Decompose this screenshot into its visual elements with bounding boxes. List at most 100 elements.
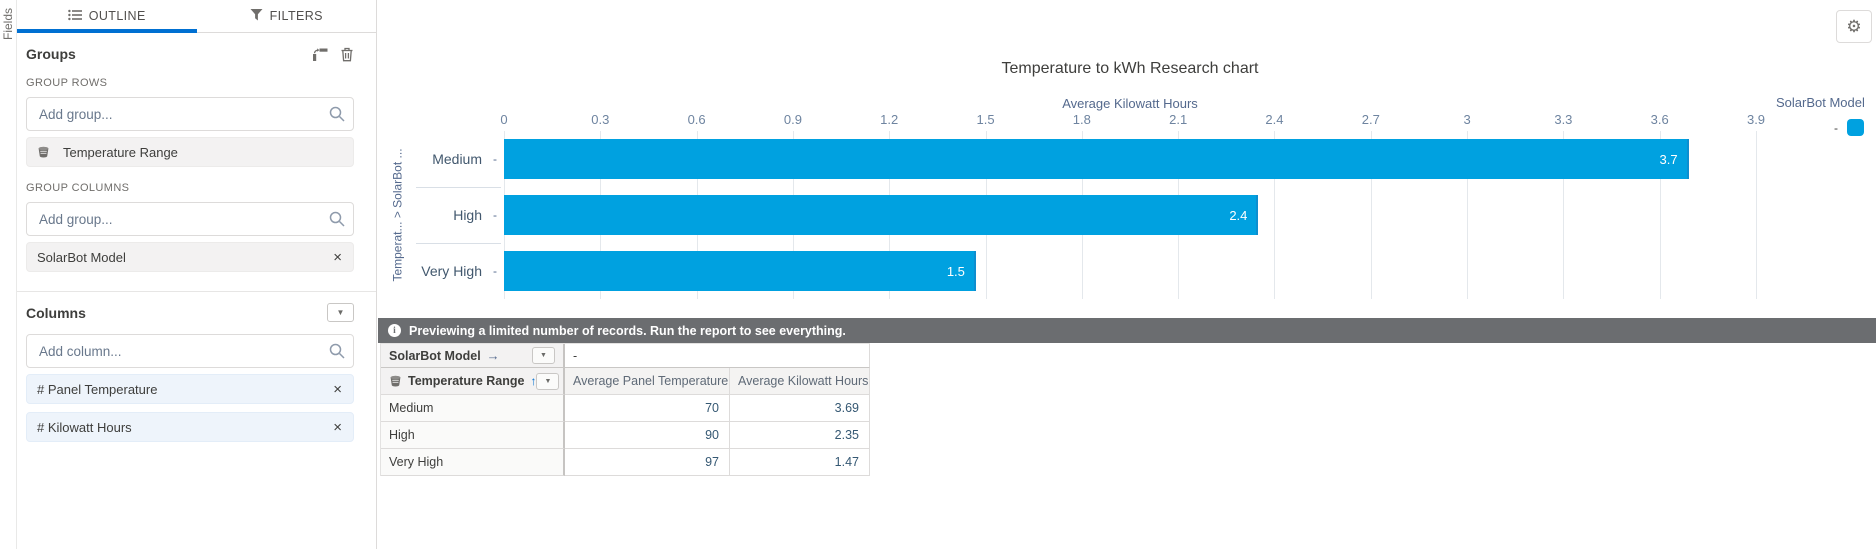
category-sublabel: - — [493, 208, 497, 222]
category-separator — [416, 187, 501, 188]
category-axis: Medium - High - Very High - — [378, 131, 504, 299]
remove-icon[interactable]: × — [333, 418, 342, 436]
gridline — [1370, 131, 1372, 299]
table-value-cell: 97 — [565, 449, 730, 476]
chart-title: Temperature to kWh Research chart — [1001, 60, 1259, 77]
tab-outline[interactable]: OUTLINE — [17, 0, 197, 33]
x-tick-label: 3 — [1463, 112, 1471, 127]
column-pill-label: # Kilowatt Hours — [37, 419, 132, 435]
gear-icon: ⚙ — [1846, 16, 1862, 36]
x-tick-label: 0.9 — [783, 112, 802, 127]
legend-entry[interactable]: - — [1776, 119, 1864, 136]
table-row-label-cell: Very High — [381, 449, 565, 476]
outline-sidebar: OUTLINE FILTERS Groups GROUP ROWS — [17, 0, 377, 549]
add-group-columns-input[interactable] — [26, 202, 354, 236]
category-label: High — [453, 207, 482, 223]
table-value-cell: 1.47 — [730, 449, 870, 476]
gridline — [1274, 131, 1276, 299]
x-tick-label: 2.4 — [1265, 112, 1284, 127]
bar-high[interactable]: 2.4 — [504, 195, 1259, 235]
x-tick-label: 3.6 — [1650, 112, 1669, 127]
gridline — [1659, 131, 1661, 299]
category-sublabel: - — [493, 264, 497, 278]
category-row: Medium - — [378, 131, 504, 187]
arrow-right-icon: → — [486, 348, 500, 363]
groups-title: Groups — [26, 46, 76, 62]
search-icon — [329, 343, 345, 359]
category-separator — [416, 243, 501, 244]
bar-value-label: 3.7 — [1659, 151, 1678, 167]
columns-title: Columns — [26, 304, 86, 321]
bar-very-high[interactable]: 1.5 — [504, 251, 976, 291]
columns-menu-button[interactable]: ▼ — [327, 303, 354, 322]
group-column-pill-solarbot-model[interactable]: SolarBot Model × — [26, 242, 354, 272]
bar-value-label: 2.4 — [1229, 207, 1248, 223]
remove-icon[interactable]: × — [333, 248, 342, 266]
sidebar-tabs: OUTLINE FILTERS — [17, 0, 376, 33]
x-tick-label: 1.8 — [1072, 112, 1091, 127]
legend-entry-label: - — [1834, 120, 1838, 135]
column-group-header-cell: SolarBot Model → ▼ — [381, 344, 565, 368]
column-pill-panel-temperature[interactable]: # Panel Temperature × — [26, 374, 354, 404]
x-tick-label: 2.1 — [1169, 112, 1188, 127]
bucket-icon — [37, 146, 50, 159]
column-group-header: SolarBot Model — [389, 348, 481, 363]
value-header-cell: Average Panel Temperature — [565, 368, 730, 395]
chart-legend: SolarBot Model - — [1776, 95, 1865, 136]
row-group-header-cell: Temperature Range ↑ ▼ — [381, 368, 565, 395]
legend-title: SolarBot Model — [1776, 95, 1865, 110]
fields-rail[interactable]: Fields — [0, 0, 17, 549]
category-label: Medium — [432, 151, 482, 167]
x-tick-label: 1.2 — [880, 112, 899, 127]
column-group-menu-button[interactable]: ▼ — [532, 347, 555, 364]
table-row-label-cell: Medium — [381, 395, 565, 422]
x-tick-label: 3.3 — [1554, 112, 1573, 127]
tab-outline-label: OUTLINE — [88, 9, 146, 23]
report-preview-panel: ⚙ Temperature to kWh Research chart Aver… — [378, 0, 1876, 549]
trash-icon[interactable] — [328, 47, 354, 62]
column-pill-kilowatt-hours[interactable]: # Kilowatt Hours × — [26, 412, 354, 442]
category-label: Very High — [421, 263, 482, 279]
x-tick-label: 0.3 — [591, 112, 610, 127]
plot-area: 3.7 2.4 1.5 — [504, 131, 1757, 299]
x-tick-label: 0 — [500, 112, 508, 127]
group-columns-label: GROUP COLUMNS — [26, 182, 130, 194]
chevron-down-icon: ▼ — [336, 308, 345, 317]
chart-settings-button[interactable]: ⚙ — [1836, 10, 1872, 43]
bar-medium[interactable]: 3.7 — [504, 139, 1689, 179]
gridline — [1563, 131, 1565, 299]
value-header-cell: Average Kilowatt Hours — [730, 368, 870, 395]
preview-table: SolarBot Model → ▼ - Temperature Range ↑… — [380, 343, 870, 476]
gridline — [1467, 131, 1469, 299]
x-tick-label: 3.9 — [1746, 112, 1766, 127]
gridline — [1756, 131, 1757, 299]
table-value-cell: 70 — [565, 395, 730, 422]
bar-value-label: 1.5 — [946, 263, 965, 279]
table-row-label-cell: High — [381, 422, 565, 449]
group-row-pill-temperature-range[interactable]: Temperature Range — [26, 137, 354, 167]
x-axis-label: Average Kilowatt Hours — [1062, 96, 1198, 111]
tab-filters[interactable]: FILTERS — [197, 0, 377, 32]
row-group-menu-button[interactable]: ▼ — [536, 372, 560, 390]
column-group-value-cell: - — [565, 344, 870, 368]
table-value-cell: 3.69 — [730, 395, 870, 422]
column-pill-label: # Panel Temperature — [37, 381, 158, 397]
preview-notice-text: Previewing a limited number of records. … — [409, 323, 846, 338]
fields-rail-label[interactable]: Fields — [1, 8, 15, 41]
search-icon — [329, 106, 345, 122]
group-column-pill-label: SolarBot Model — [37, 249, 126, 265]
swap-groups-icon[interactable] — [300, 47, 328, 62]
x-tick-label: 2.7 — [1361, 112, 1380, 127]
x-tick-label: 1.5 — [976, 112, 995, 127]
x-axis-ticks: 0 0.3 0.6 0.9 1.2 1.5 1.8 2.1 2.4 2.7 3 3.3 3.6 3.9 — [500, 112, 1765, 129]
sort-asc-icon: ↑ — [530, 374, 537, 388]
tab-filters-label: FILTERS — [269, 9, 323, 23]
add-group-rows-input[interactable] — [26, 97, 354, 131]
remove-icon[interactable]: × — [333, 380, 342, 398]
groups-section: Groups GROUP ROWS Temperature Range GROU… — [17, 33, 376, 272]
columns-section: Columns ▼ # Panel Temperature × # Kilowa… — [17, 291, 376, 442]
add-column-input[interactable] — [26, 334, 354, 368]
preview-notice-bar: i Previewing a limited number of records… — [378, 318, 1876, 343]
bucket-icon — [389, 375, 402, 388]
info-icon: i — [388, 324, 401, 337]
